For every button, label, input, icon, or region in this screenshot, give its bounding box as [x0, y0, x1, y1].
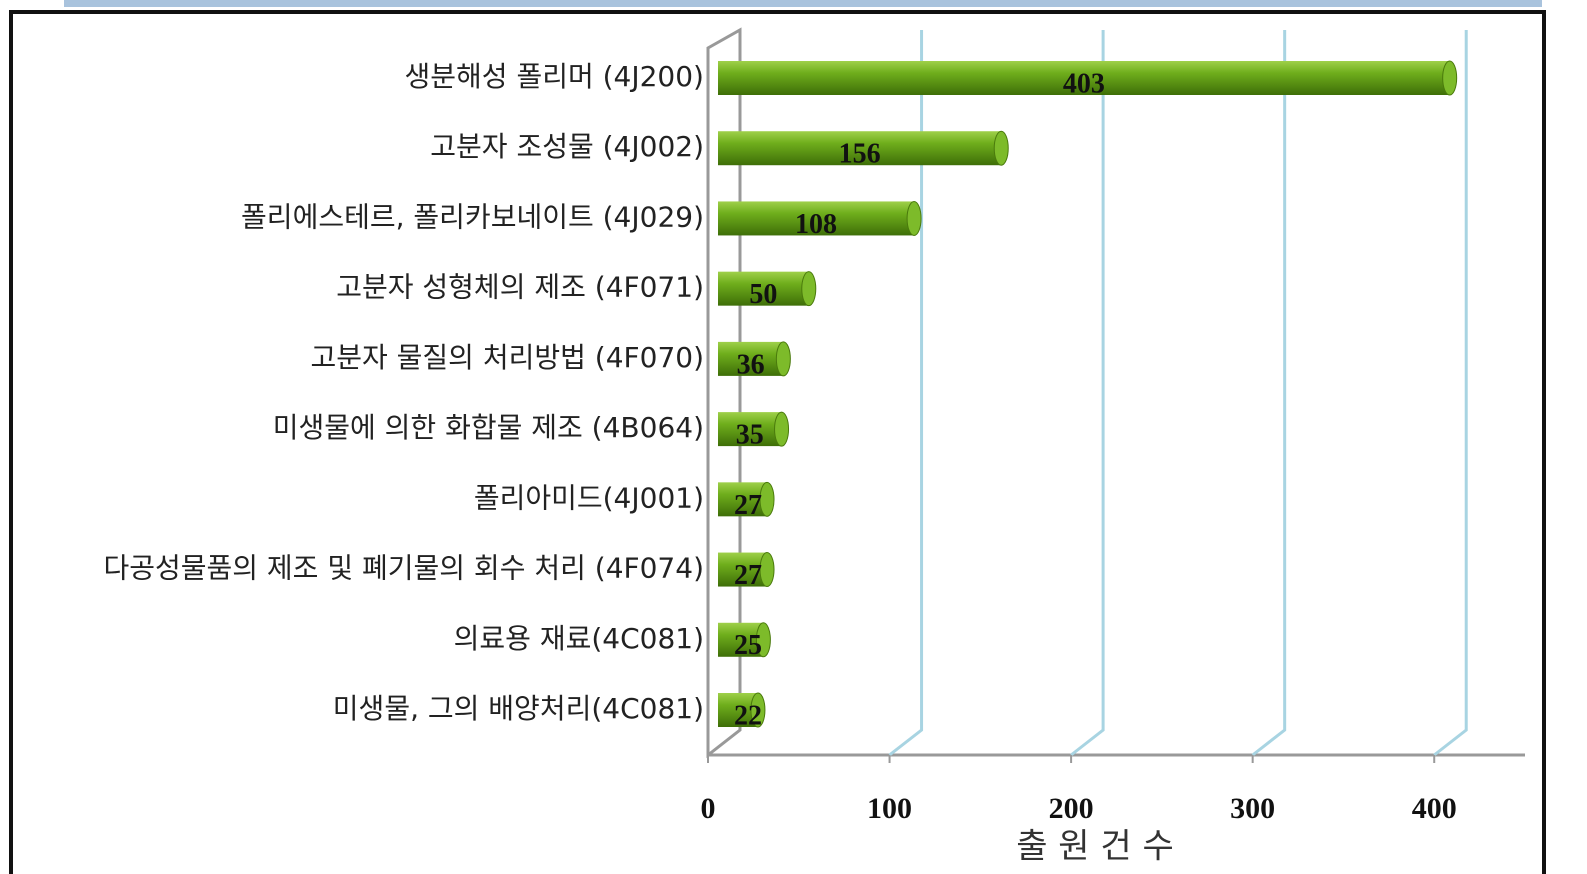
x-axis-title: 출 원 건 수 [1016, 827, 1174, 867]
grid-line [888, 30, 924, 757]
bar-cap [906, 200, 922, 236]
bar-body [718, 482, 768, 517]
value-label: 156 [839, 139, 881, 170]
bar [718, 692, 766, 728]
bar-cap [755, 622, 771, 658]
bar-cap [801, 271, 817, 307]
bar-body [718, 271, 809, 306]
y-tick-label: 폴리아미드(4J001) [474, 481, 704, 514]
bar-cap [774, 411, 790, 447]
bar [718, 271, 817, 307]
grid-line [1433, 30, 1468, 757]
bar [718, 60, 1458, 96]
bar-cap [759, 481, 775, 517]
bar-body [718, 552, 768, 587]
bar-body [718, 412, 782, 447]
x-tick-label: 300 [1230, 792, 1275, 825]
y-tick-label: 폴리에스테르, 폴리카보네이트 (4J029) [241, 200, 704, 233]
x-tick-label: 200 [1049, 792, 1094, 825]
y-tick-label: 고분자 성형체의 제조 (4F071) [336, 271, 704, 304]
bar-body [718, 622, 764, 657]
bar-cap [759, 552, 775, 588]
bar-cap [1442, 60, 1458, 96]
value-label: 22 [734, 700, 762, 731]
y-tick-label: 다공성물품의 제조 및 폐기물의 회수 처리 (4F074) [103, 552, 704, 585]
value-label: 403 [1063, 68, 1105, 99]
grid-line [1070, 30, 1105, 757]
x-tick-label: 0 [701, 792, 716, 825]
bar-cap [775, 341, 791, 377]
bar-body [718, 131, 1002, 166]
bar [718, 411, 790, 447]
y-tick-label: 미생물, 그의 배양처리(4C081) [333, 692, 704, 725]
top-band [64, 0, 1542, 7]
bar-body [718, 61, 1450, 95]
frame [9, 10, 1546, 874]
y-tick-label: 미생물에 의한 화합물 제조 (4B064) [273, 411, 704, 444]
bar-cap [993, 130, 1009, 166]
x-tick-label: 400 [1412, 792, 1457, 825]
bar-cap [750, 692, 766, 728]
y-tick-label: 생분해성 폴리머 (4J200) [405, 60, 705, 93]
value-label: 36 [737, 349, 765, 380]
value-label: 27 [734, 490, 762, 521]
x-tick-label: 100 [867, 792, 912, 825]
y-tick-label: 고분자 조성물 (4J002) [430, 130, 704, 163]
y-tick-label: 의료용 재료(4C081) [454, 622, 704, 655]
value-label: 108 [795, 209, 837, 240]
value-label: 50 [749, 279, 777, 310]
bar [718, 622, 771, 658]
bar-body [718, 341, 784, 376]
bar [718, 200, 922, 236]
bar [718, 130, 1009, 166]
value-label: 25 [734, 630, 762, 661]
bar [718, 481, 775, 517]
bar [718, 552, 775, 588]
wall [706, 27, 742, 759]
value-label: 27 [734, 560, 762, 591]
value-label: 35 [736, 420, 764, 451]
bar [718, 341, 791, 377]
y-tick-label: 고분자 물질의 처리방법 (4F070) [310, 341, 704, 374]
grid-line [1251, 30, 1287, 757]
bar-body [718, 201, 915, 236]
